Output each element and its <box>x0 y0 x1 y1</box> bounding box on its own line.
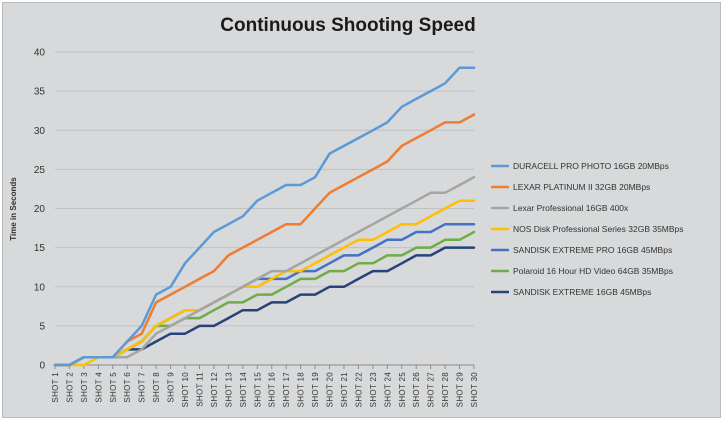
x-tick-label: SHOT 2 <box>65 372 74 403</box>
legend: DURACELL PRO PHOTO 16GB 20MBps LEXAR PLAT… <box>491 161 684 297</box>
legend-label: LEXAR PLATINUM II 32GB 20MBps <box>513 182 650 192</box>
x-tick-label: SHOT 23 <box>369 372 378 408</box>
gridlines <box>55 51 474 327</box>
x-tick-label: SHOT 22 <box>354 372 363 408</box>
series-lines <box>53 66 476 367</box>
x-tick-label: SHOT 7 <box>138 372 147 403</box>
legend-label: SANDISK EXTREME 16GB 45MBps <box>513 287 651 297</box>
y-tick-label: 15 <box>34 243 46 254</box>
x-tick-label: SHOT 14 <box>239 372 248 408</box>
line-chart: Continuous Shooting Speed 0 5 10 15 20 25 30 35… <box>9 15 684 408</box>
series-line <box>53 199 476 367</box>
x-tick-label: SHOT 25 <box>398 372 407 408</box>
x-tick-label: SHOT 20 <box>326 372 335 408</box>
x-tick-label: SHOT 30 <box>470 372 479 408</box>
x-tick-label: SHOT 18 <box>297 372 306 408</box>
y-tick-label: 5 <box>39 321 45 332</box>
x-tick-label: SHOT 15 <box>253 372 262 408</box>
x-tick-label: SHOT 21 <box>340 372 349 408</box>
x-tick-label: SHOT 19 <box>311 372 320 408</box>
x-tick-label: SHOT 17 <box>282 372 291 408</box>
x-tick-label: SHOT 6 <box>123 372 132 403</box>
x-tick-label: SHOT 3 <box>80 372 89 403</box>
x-tick-label: SHOT 5 <box>109 372 118 403</box>
x-tick-label: SHOT 10 <box>181 372 190 408</box>
legend-label: Lexar Professional 16GB 400x <box>513 203 629 213</box>
x-tick-label: SHOT 1 <box>51 372 60 403</box>
x-tick-label: SHOT 9 <box>167 372 176 403</box>
legend-label: NOS Disk Professional Series 32GB 35MBps <box>513 224 684 234</box>
x-tick-label: SHOT 8 <box>152 372 161 403</box>
series-line <box>53 246 476 367</box>
legend-label: SANDISK EXTREME PRO 16GB 45MBps <box>513 245 672 255</box>
y-tick-label: 25 <box>34 165 46 176</box>
y-tick-label: 10 <box>34 282 46 293</box>
y-tick-label: 20 <box>34 204 46 215</box>
y-tick-label: 30 <box>34 126 46 137</box>
series-line <box>53 175 476 367</box>
x-tick-label: SHOT 16 <box>268 372 277 408</box>
series-line <box>53 113 476 367</box>
y-axis-label: Time in Seconds <box>9 177 18 241</box>
x-tick-label: SHOT 29 <box>456 372 465 408</box>
y-tick-label: 0 <box>39 361 45 372</box>
y-tick-label: 40 <box>34 48 46 59</box>
x-tick-label: SHOT 24 <box>383 372 392 408</box>
x-tick-label: SHOT 4 <box>94 372 103 403</box>
x-tick-label: SHOT 12 <box>210 372 219 408</box>
x-tick-label: SHOT 13 <box>224 372 233 408</box>
series-line <box>53 230 476 367</box>
legend-label: Polaroid 16 Hour HD Video 64GB 35MBps <box>513 266 673 276</box>
x-tick-label: SHOT 28 <box>441 372 450 408</box>
x-tick-label: SHOT 11 <box>195 372 204 407</box>
y-tick-label: 35 <box>34 87 46 98</box>
chart-title: Continuous Shooting Speed <box>220 15 475 36</box>
axes: 0 5 10 15 20 25 30 35 40 SHOT 1 SHOT 2 SHOT 3 SHOT 4… <box>34 48 479 408</box>
legend-label: DURACELL PRO PHOTO 16GB 20MBps <box>513 161 669 171</box>
x-tick-label: SHOT 26 <box>412 372 421 408</box>
series-line <box>53 66 476 367</box>
x-tick-label: SHOT 27 <box>427 372 436 408</box>
